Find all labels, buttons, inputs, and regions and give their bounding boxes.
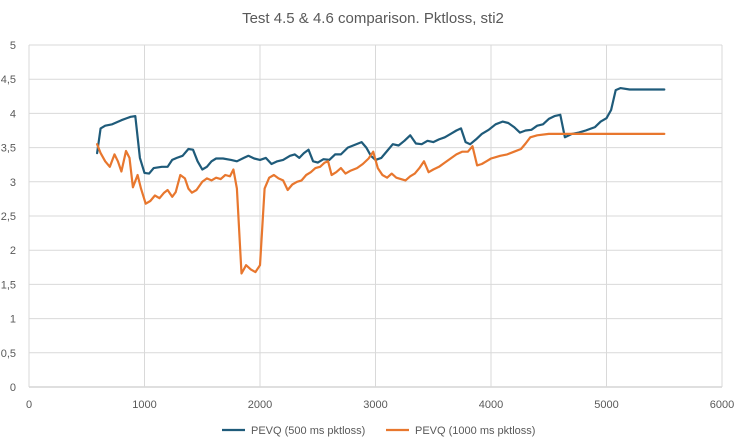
legend: PEVQ (500 ms pktloss) PEVQ (1000 ms pktlo… xyxy=(222,425,535,437)
x-tick-label: 4000 xyxy=(479,399,503,411)
y-tick-label: 3 xyxy=(10,177,16,189)
x-axis-tick-labels: 0 1000 2000 3000 4000 5000 6000 xyxy=(26,399,734,411)
x-tick-label: 3000 xyxy=(363,399,387,411)
y-axis-tick-labels: 0 0,5 1 1,5 2 2,5 3 3,5 4 4,5 5 xyxy=(1,40,16,394)
x-tick-label: 2000 xyxy=(248,399,272,411)
y-tick-label: 1 xyxy=(10,314,16,326)
y-tick-label: 4,5 xyxy=(1,74,16,86)
legend-label-2: PEVQ (1000 ms pktloss) xyxy=(415,425,535,437)
y-tick-label: 5 xyxy=(10,40,16,52)
x-tick-label: 1000 xyxy=(132,399,156,411)
y-tick-label: 2,5 xyxy=(1,211,16,223)
legend-label-1: PEVQ (500 ms pktloss) xyxy=(251,425,365,437)
y-tick-label: 2 xyxy=(10,245,16,257)
x-tick-label: 0 xyxy=(26,399,32,411)
gridlines xyxy=(28,44,723,388)
y-tick-label: 1,5 xyxy=(1,279,16,291)
series-line-2 xyxy=(96,132,666,275)
y-tick-label: 4 xyxy=(10,108,16,120)
chart-title: Test 4.5 & 4.6 comparison. Pktloss, sti2 xyxy=(242,10,504,27)
series-line-1 xyxy=(96,87,666,175)
x-tick-label: 6000 xyxy=(710,399,734,411)
data-series-lines xyxy=(96,87,666,275)
x-tick-label: 5000 xyxy=(594,399,618,411)
y-tick-label: 3,5 xyxy=(1,143,16,155)
y-tick-label: 0,5 xyxy=(1,348,16,360)
y-tick-label: 0 xyxy=(10,382,16,394)
